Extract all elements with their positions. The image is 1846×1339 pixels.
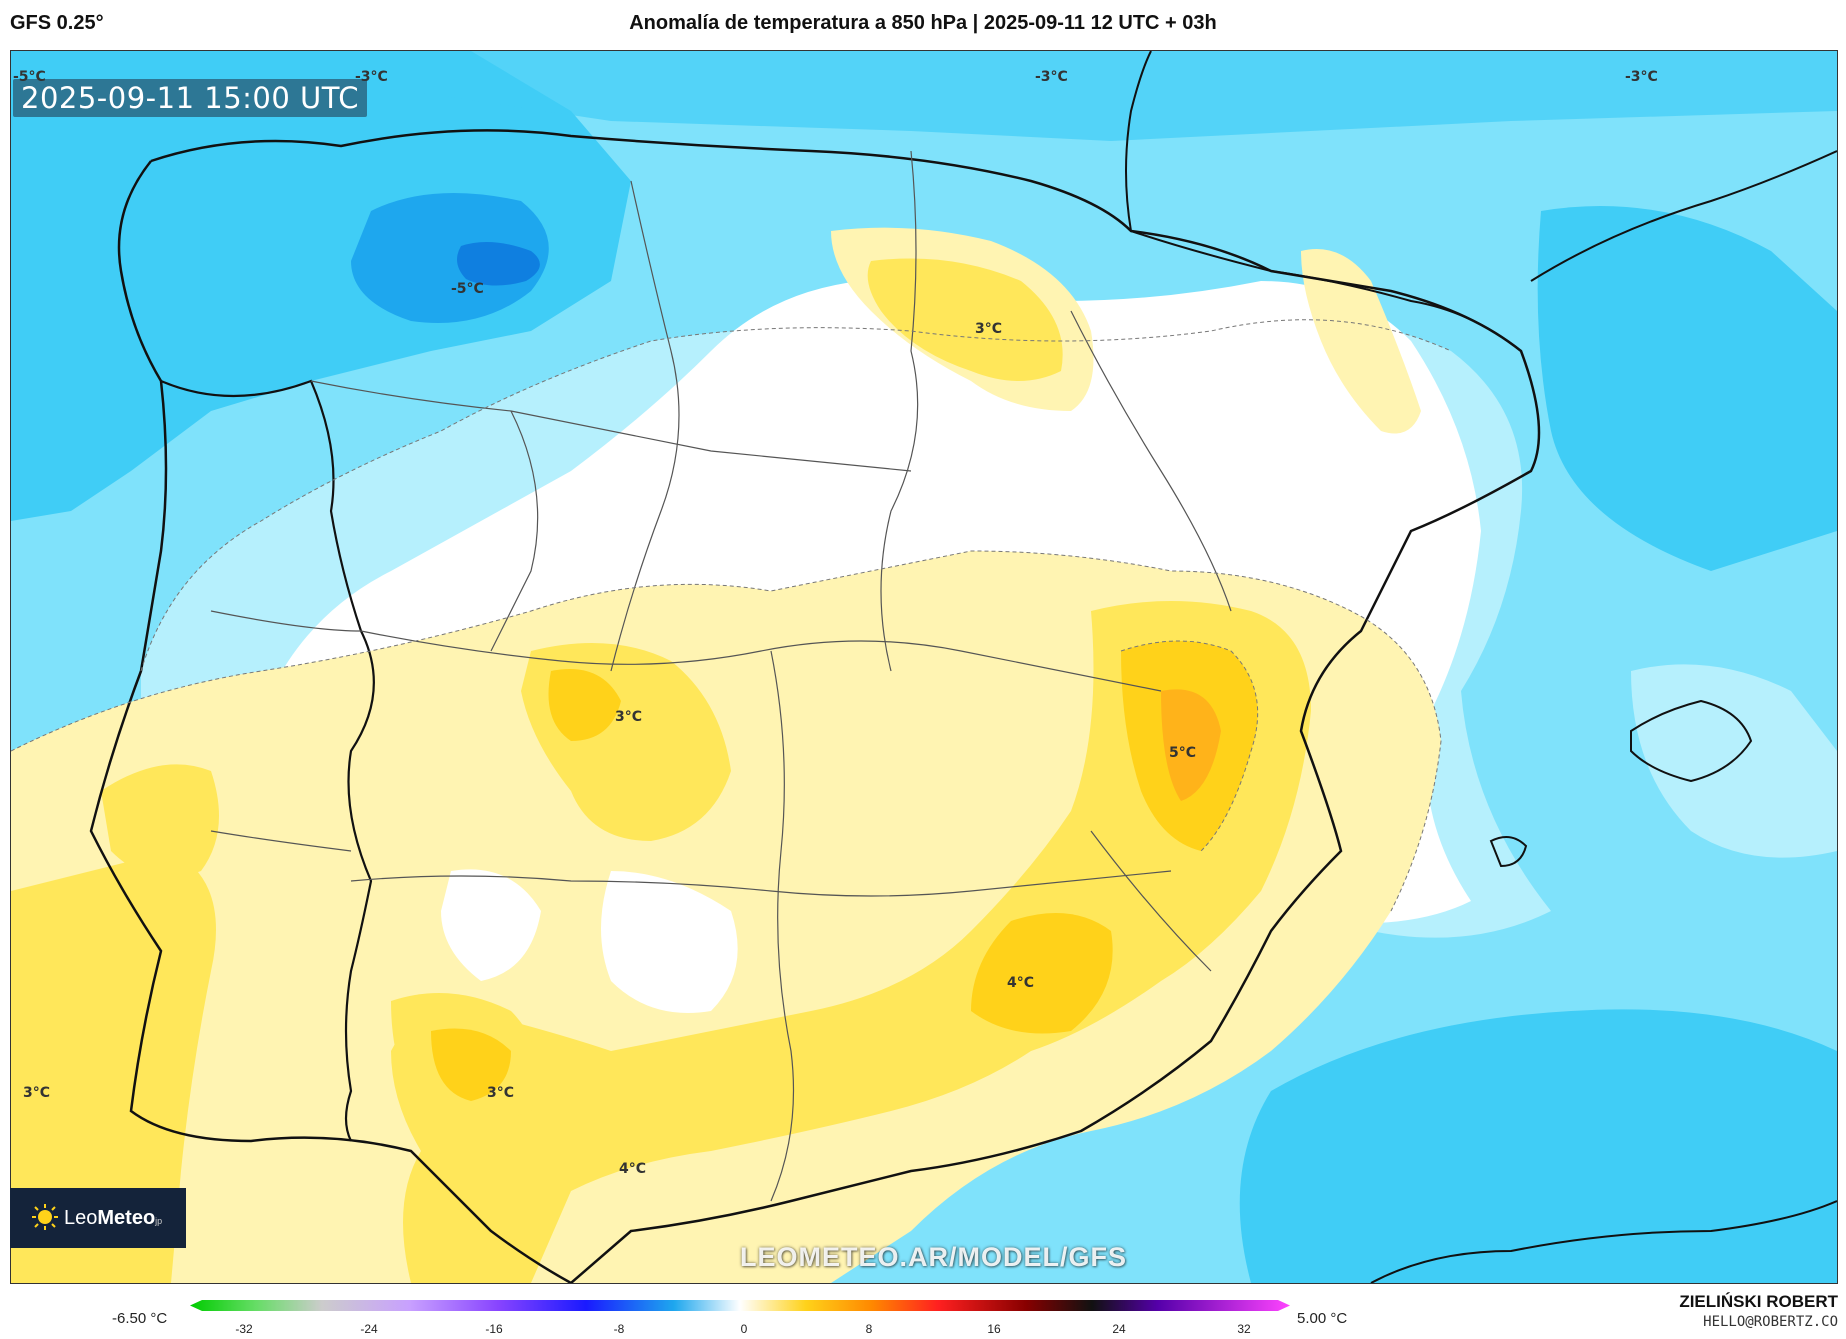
warm-atlantic-zone xyxy=(11,851,216,1283)
contour-label: 4°C xyxy=(1007,975,1035,991)
contour-label: 4°C xyxy=(619,1161,647,1177)
warm-portugal-north xyxy=(101,764,219,878)
map-canvas xyxy=(11,51,1837,1283)
africa-coastline xyxy=(1370,1200,1837,1283)
hot-southeast xyxy=(971,913,1113,1034)
sun-icon xyxy=(32,1204,58,1230)
valid-time-badge: 2025-09-11 15:00 UTC xyxy=(13,79,368,117)
regional-borders xyxy=(210,150,1232,1202)
light-warm-ebro-east xyxy=(1301,249,1421,434)
cold-north-band xyxy=(11,51,1837,141)
contour-label: 3°C xyxy=(487,1085,515,1101)
portugal-border xyxy=(160,379,375,1142)
coastline-west-south xyxy=(89,160,572,1283)
very-hot-core xyxy=(1161,689,1221,801)
warm-north-zone xyxy=(867,258,1063,381)
scale-tick: 0 xyxy=(740,1322,748,1336)
scale-min-label: -6.50 °C xyxy=(112,1310,168,1327)
cold-south-sea xyxy=(1239,1009,1837,1283)
scale-tick: 24 xyxy=(1112,1322,1126,1336)
hot-southwest xyxy=(431,1028,511,1101)
model-label: GFS 0.25° xyxy=(10,12,104,34)
scale-tick: 16 xyxy=(987,1322,1001,1336)
scale-tick: 32 xyxy=(1237,1322,1251,1336)
anomaly-contours xyxy=(11,319,1452,912)
logo-text: LeoMeteojp xyxy=(64,1207,163,1229)
contour-label: 5°C xyxy=(1169,745,1197,761)
leometeo-logo[interactable]: LeoMeteojp xyxy=(10,1188,186,1248)
pyrenees-border xyxy=(1130,230,1522,352)
footer: -6.50 °C -32 -24 -16 - xyxy=(0,1282,1846,1339)
scale-tick: -8 xyxy=(613,1322,625,1336)
scale-tick: -32 xyxy=(235,1322,253,1336)
scale-tick: 8 xyxy=(865,1322,873,1336)
cold-nw-zone xyxy=(11,51,631,521)
contour-label: 3°C xyxy=(975,321,1003,337)
warm-east-south-arc xyxy=(391,601,1311,1283)
deep-cold-core xyxy=(351,193,549,323)
color-scale-bar xyxy=(190,1300,1290,1311)
coastline-north-east xyxy=(150,129,1541,1283)
neutral-pocket-south xyxy=(601,871,738,1013)
temperature-anomaly-map[interactable]: 2025-09-11 15:00 UTC -3°C -3°C -3°C -5°C… xyxy=(10,50,1838,1284)
scale-tick: -24 xyxy=(360,1322,378,1336)
author-email[interactable]: HELLO@ROBERTZ.CO xyxy=(1703,1314,1838,1330)
deep-cold-center xyxy=(457,242,540,286)
france-atlantic-coast xyxy=(1125,51,1152,232)
map-title: Anomalía de temperatura a 850 hPa | 2025… xyxy=(629,12,1217,34)
contour-label: 3°C xyxy=(615,709,643,725)
source-watermark: LEOMETEO.AR/MODEL/GFS xyxy=(740,1242,1128,1272)
contour-label: -3°C xyxy=(1625,69,1658,85)
france-coastline xyxy=(1530,150,1837,282)
mallorca-outline xyxy=(1630,699,1753,783)
contour-label: -3°C xyxy=(355,69,388,85)
contour-label: 3°C xyxy=(23,1085,51,1101)
scale-tick: -16 xyxy=(485,1322,503,1336)
contour-label: -3°C xyxy=(1035,69,1068,85)
contour-label: -5°C xyxy=(451,281,484,297)
contour-label: -5°C xyxy=(13,69,46,85)
scale-max-label: 5.00 °C xyxy=(1297,1310,1348,1327)
neutral-pocket-west xyxy=(441,869,541,981)
cold-ne-zone xyxy=(1537,206,1837,571)
author-name: ZIELIŃSKI ROBERT xyxy=(1679,1292,1838,1311)
hot-center-west xyxy=(548,669,621,741)
header: GFS 0.25° Anomalía de temperatura a 850 … xyxy=(0,0,1846,50)
ibiza-outline xyxy=(1489,836,1528,868)
